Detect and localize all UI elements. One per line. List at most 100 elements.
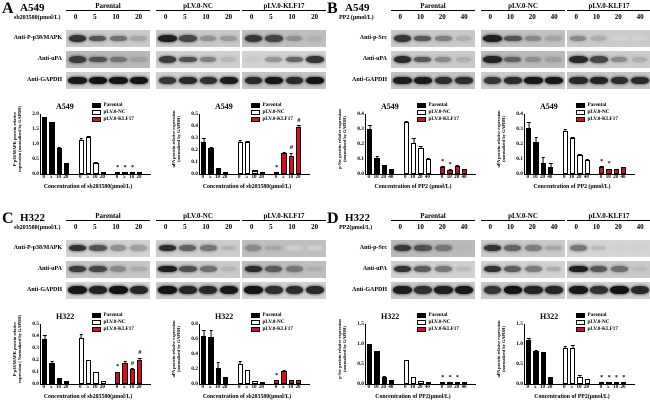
blot-label: Anti-p-Src	[359, 244, 387, 251]
bar: *	[606, 374, 612, 384]
significance-marker: *	[455, 373, 460, 381]
y-axis-tick: 0.5	[32, 156, 39, 162]
y-axis-tick: 0.5	[357, 360, 364, 367]
error-bar	[413, 376, 415, 378]
x-axis-tick-label: 20	[258, 384, 264, 390]
error-bar	[117, 371, 119, 374]
bar: #	[129, 360, 136, 384]
significance-marker: *	[275, 164, 279, 171]
dose-value: 10	[202, 222, 210, 231]
x-axis-tick-label: 20	[613, 175, 619, 180]
x-axis-ticks: 0 5 10 20 0 5 10 20 0 5 10 20	[199, 385, 309, 390]
x-axis-tick-label: 10	[92, 175, 98, 180]
error-bar	[586, 158, 588, 161]
dose-value: 5	[93, 13, 97, 21]
x-axis-tick-label: 10	[214, 384, 220, 390]
dose-value: 10	[592, 13, 600, 21]
error-bar	[102, 380, 104, 382]
error-bar	[203, 330, 205, 337]
y-axis-label: uPA protein relative expression (normali…	[171, 110, 181, 168]
y-axis-label: p-Src protein relative expression (norma…	[337, 318, 347, 379]
legend-swatch	[92, 103, 101, 108]
bar	[526, 121, 532, 174]
legend-swatch	[251, 103, 260, 108]
bar: #	[137, 349, 143, 384]
blot-label: Anti-GAPDH	[27, 77, 62, 83]
legend-swatch	[92, 319, 101, 325]
bar: *	[274, 372, 280, 384]
significance-marker: *	[622, 373, 626, 381]
blot-group-header: Parental 0 5 10 20	[66, 212, 150, 231]
legend-item: pLV.0-KLF17	[251, 116, 293, 123]
legend-swatch	[417, 110, 426, 115]
legend-swatch	[92, 326, 101, 332]
cell-line-title: A549	[20, 2, 45, 14]
x-axis-label: Concentration of PP2 (µmol/L)	[374, 184, 452, 190]
western-blot-band-set	[481, 72, 565, 89]
panel-letter: C	[2, 209, 14, 227]
bar	[296, 380, 302, 384]
x-axis-tick-label: 40	[424, 384, 430, 390]
bar-group	[200, 114, 230, 174]
legend-swatch	[576, 103, 585, 108]
dose-value: 10	[506, 222, 514, 231]
legend-item: Parental	[251, 312, 293, 319]
bar	[548, 377, 554, 384]
x-axis-tick-label: 10	[288, 384, 294, 390]
bar	[533, 350, 539, 384]
dose-value: 0	[249, 13, 254, 21]
legend-item: pLV.0-NC	[251, 319, 293, 326]
error-bar	[572, 344, 574, 349]
x-axis-tick-label: 0	[404, 384, 407, 390]
bar	[223, 172, 229, 174]
error-bar	[203, 138, 205, 143]
y-axis-tick: 0.3	[191, 135, 198, 141]
western-blot-band-set	[391, 72, 475, 89]
y-axis-tick: 0.8	[191, 320, 198, 327]
chart-legend: Parental pLV.0-NC pLV.0-KLF17	[576, 312, 618, 333]
western-blot-band-set	[242, 260, 326, 278]
chart-legend: Parental pLV.0-NC pLV.0-KLF17	[251, 102, 293, 123]
x-axis-tick-label: 5	[281, 175, 285, 180]
error-bar	[88, 359, 90, 362]
legend-item: Parental	[417, 312, 459, 319]
bar	[425, 158, 431, 174]
dose-value: 0	[73, 222, 78, 231]
blot-group-name: pLV.0-NC	[481, 2, 565, 11]
blot-label: Anti-uPA	[362, 265, 387, 272]
error-bar	[376, 350, 378, 352]
x-axis-tick-label: 0	[599, 384, 603, 390]
blot-group-header: pLV.0-KLF17 0 10 20 40	[567, 212, 650, 231]
error-bar	[572, 136, 574, 139]
bar	[374, 155, 380, 174]
dose-row: 0 5 10 20	[242, 13, 326, 21]
x-axis-tick-label: 0	[274, 175, 278, 180]
bar	[237, 360, 243, 384]
western-blot-band-set	[242, 51, 326, 68]
chart-title: H322	[56, 311, 75, 321]
error-bar	[80, 138, 82, 142]
error-bar	[464, 168, 466, 170]
dose-row: 0 5 10 20	[66, 13, 150, 21]
error-bar	[261, 381, 263, 383]
y-axis-tick: 0.0	[516, 380, 523, 387]
x-axis-tick-label: 20	[539, 175, 545, 180]
bar-chart: H322 Parental pLV.0-NC pLV.0-KLF17 P-p38/MAP…	[4, 310, 162, 413]
legend-swatch	[576, 326, 585, 332]
bar	[562, 128, 568, 174]
x-axis-tick-label: 40	[388, 175, 394, 180]
chart-title: A549	[215, 102, 233, 111]
legend-label: pLV.0-KLF17	[587, 325, 618, 332]
dose-value: 10	[592, 222, 600, 231]
error-bar	[298, 380, 300, 382]
significance-marker: *	[441, 373, 445, 381]
legend-label: Parental	[103, 311, 123, 318]
bar-group: * # #	[273, 114, 303, 174]
bar	[462, 168, 468, 174]
x-axis-tick-label: 5	[245, 384, 248, 390]
western-blot-band-set	[567, 51, 650, 68]
x-axis-ticks: 0 10 20 40 0 10 20 40 0 10 20 40	[524, 175, 634, 180]
error-bar	[405, 360, 407, 361]
bar	[569, 344, 576, 384]
x-axis-tick-label: 20	[380, 175, 386, 180]
